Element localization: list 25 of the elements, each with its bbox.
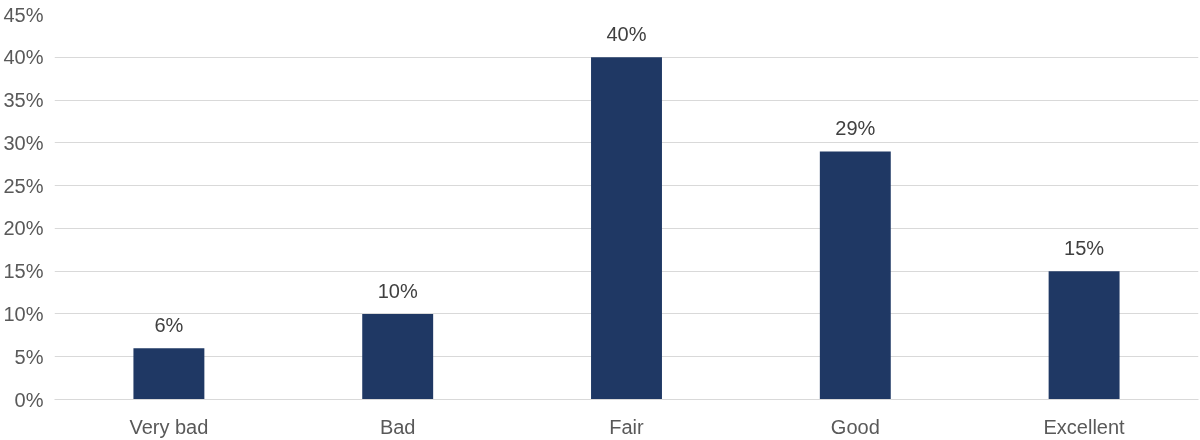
y-tick-label: 25%: [3, 174, 44, 197]
y-tick-label: 30%: [3, 131, 44, 154]
bar: [591, 57, 662, 400]
x-tick-label: Bad: [379, 415, 416, 438]
bar: [1048, 271, 1120, 400]
data-label: 40%: [606, 23, 647, 46]
bar: [362, 313, 434, 400]
x-tick-label: Very bad: [129, 415, 209, 438]
y-tick-label: 0%: [14, 388, 44, 411]
y-tick-label: 20%: [3, 217, 44, 240]
data-label: 15%: [1064, 237, 1105, 260]
y-tick-label: 15%: [3, 260, 44, 283]
y-tick-label: 35%: [3, 89, 44, 112]
x-tick-label: Good: [830, 415, 880, 438]
bar: [819, 151, 891, 400]
data-label: 29%: [835, 117, 876, 140]
bar: [133, 348, 205, 400]
y-tick-label: 5%: [14, 345, 44, 368]
x-tick-label: Excellent: [1043, 415, 1126, 438]
x-tick-label: Fair: [609, 415, 645, 438]
data-label: 6%: [154, 314, 184, 337]
y-tick-label: 40%: [3, 46, 44, 69]
data-label: 10%: [377, 279, 418, 302]
y-tick-label: 45%: [3, 3, 44, 26]
y-tick-label: 10%: [3, 302, 44, 325]
